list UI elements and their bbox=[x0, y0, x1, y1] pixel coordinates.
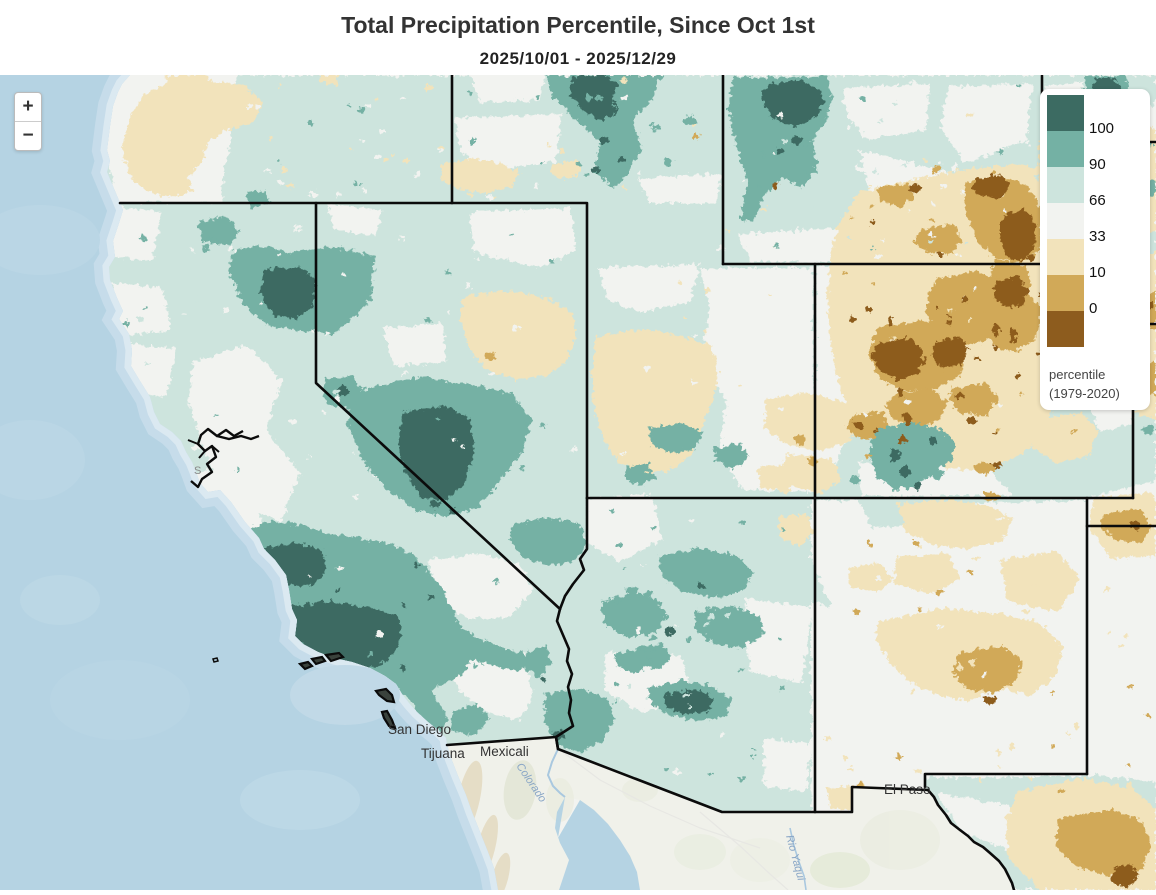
svg-text:Mexicali: Mexicali bbox=[480, 744, 529, 759]
svg-text:San Diego: San Diego bbox=[388, 722, 451, 737]
svg-text:El Paso: El Paso bbox=[884, 782, 931, 797]
svg-text:S: S bbox=[194, 465, 201, 477]
svg-text:Tijuana: Tijuana bbox=[421, 746, 465, 761]
